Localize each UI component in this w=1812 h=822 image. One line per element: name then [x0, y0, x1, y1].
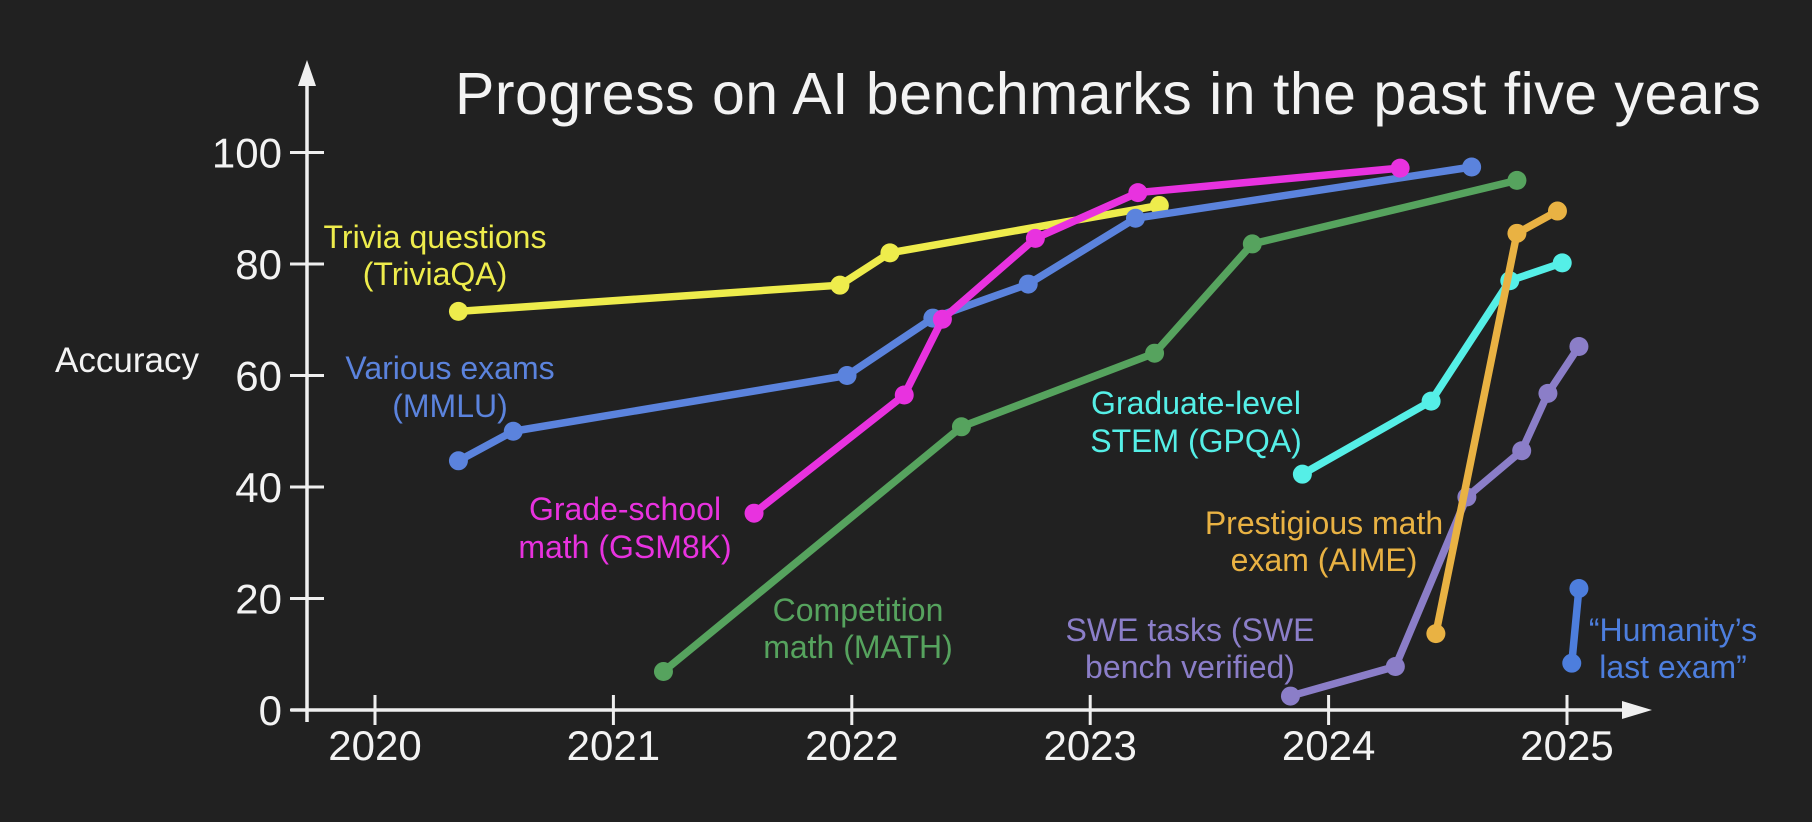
data-point-gpqa-0: [1292, 464, 1312, 484]
series-label-gsm8k-line1: Grade-school: [529, 491, 721, 527]
series-label-triviaqa-line1: Trivia questions: [324, 219, 547, 255]
series-label-humanitys_last_exam-line2: last exam”: [1599, 649, 1747, 685]
data-point-swe_bench-0: [1280, 686, 1300, 706]
data-point-humanitys_last_exam-1: [1569, 578, 1589, 598]
data-point-humanitys_last_exam-0: [1562, 653, 1582, 673]
series-label-mmlu-line1: Various exams: [345, 350, 554, 386]
y-tick-label-20: 20: [235, 576, 282, 623]
series-label-gpqa-line2: STEM (GPQA): [1090, 423, 1302, 459]
data-point-gsm8k-1: [894, 385, 914, 405]
x-tick-label-2025: 2025: [1520, 722, 1613, 769]
data-point-swe_bench-5: [1569, 337, 1589, 357]
y-tick-label-40: 40: [235, 464, 282, 511]
series-label-triviaqa-line2: (TriviaQA): [363, 256, 508, 292]
series-line-triviaqa: [454, 201, 1164, 316]
data-point-aime-1: [1507, 223, 1527, 243]
y-tick-label-60: 60: [235, 353, 282, 400]
data-point-math-2: [1145, 343, 1165, 363]
data-point-aime-2: [1547, 201, 1567, 221]
data-point-gpqa-1: [1421, 391, 1441, 411]
series-label-aime-line2: exam (AIME): [1231, 542, 1418, 578]
data-point-mmlu-5: [1125, 208, 1145, 228]
x-tick-label-2020: 2020: [328, 722, 421, 769]
data-point-triviaqa-0: [448, 301, 468, 321]
data-point-mmlu-1: [503, 421, 523, 441]
data-point-swe_bench-4: [1538, 383, 1558, 403]
series-label-swe_bench-line1: SWE tasks (SWE: [1066, 612, 1315, 648]
y-axis-label: Accuracy: [55, 341, 199, 380]
data-point-triviaqa-1: [830, 275, 850, 295]
series-label-mmlu-line2: (MMLU): [392, 388, 508, 424]
series-line-mmlu: [454, 163, 1476, 465]
data-point-math-4: [1507, 170, 1527, 190]
data-point-swe_bench-1: [1385, 657, 1405, 677]
series-label-gpqa-line1: Graduate-level: [1091, 385, 1301, 421]
data-point-aime-0: [1426, 624, 1446, 644]
data-point-gsm8k-2: [932, 309, 952, 329]
x-tick-label-2021: 2021: [567, 722, 660, 769]
x-axis-arrow-icon: [1622, 701, 1652, 719]
data-point-gsm8k-0: [744, 503, 764, 523]
data-point-math-3: [1242, 234, 1262, 254]
y-tick-label-0: 0: [259, 687, 282, 734]
y-tick-label-80: 80: [235, 241, 282, 288]
data-point-mmlu-0: [448, 451, 468, 471]
series-label-swe_bench-line2: bench verified): [1085, 649, 1295, 685]
series-label-math-line1: Competition: [773, 592, 944, 628]
x-tick-label-2022: 2022: [805, 722, 898, 769]
data-point-mmlu-4: [1018, 274, 1038, 294]
series-label-gsm8k-line2: math (GSM8K): [518, 529, 731, 565]
series-label-humanitys_last_exam-line1: “Humanity’s: [1589, 612, 1757, 648]
data-point-swe_bench-3: [1512, 441, 1532, 461]
data-point-math-0: [653, 662, 673, 682]
data-point-gpqa-3: [1552, 253, 1572, 273]
series-line-gpqa: [1298, 259, 1566, 478]
data-point-gsm8k-3: [1025, 228, 1045, 248]
series-label-math-line2: math (MATH): [763, 629, 953, 665]
x-tick-label-2023: 2023: [1043, 722, 1136, 769]
series-line-humanitys_last_exam: [1568, 584, 1583, 667]
data-point-gsm8k-5: [1390, 158, 1410, 178]
data-point-gsm8k-4: [1128, 183, 1148, 203]
series-line-gsm8k: [750, 164, 1404, 517]
data-point-math-1: [951, 417, 971, 437]
y-axis-arrow-icon: [298, 60, 316, 86]
y-tick-label-100: 100: [212, 130, 282, 177]
data-point-mmlu-2: [837, 366, 857, 385]
x-tick-label-2024: 2024: [1282, 722, 1375, 769]
data-point-triviaqa-2: [880, 243, 900, 263]
data-point-mmlu-6: [1462, 157, 1482, 177]
series-label-aime-line1: Prestigious math: [1205, 505, 1443, 541]
